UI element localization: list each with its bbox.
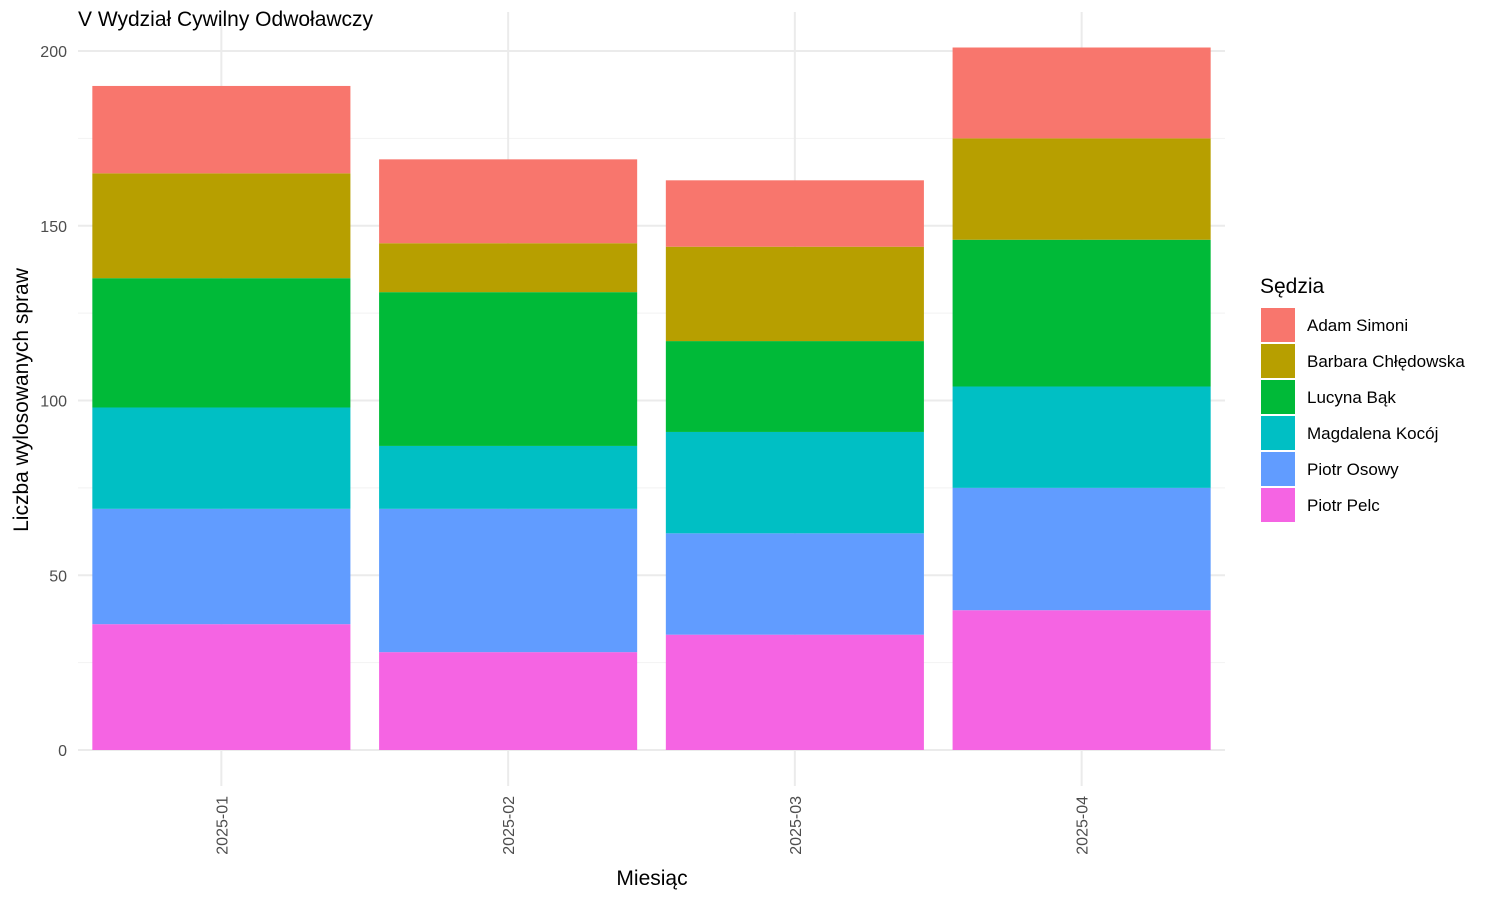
bars <box>92 47 1211 750</box>
legend-label: Piotr Pelc <box>1307 496 1380 515</box>
bar-segment <box>952 239 1211 387</box>
bar-segment <box>952 47 1211 139</box>
y-tick-label: 100 <box>40 394 67 411</box>
legend-swatch <box>1261 452 1295 486</box>
bar-segment <box>665 180 924 247</box>
bar-segment <box>379 445 638 509</box>
x-tick-label: 2025-03 <box>788 796 805 855</box>
legend-title: Sędzia <box>1260 275 1325 298</box>
legend-swatch <box>1261 308 1295 342</box>
bar-segment <box>92 508 351 625</box>
bar-segment <box>379 652 638 750</box>
bar-segment <box>379 159 638 244</box>
y-tick-labels: 0 50 100 150 200 <box>40 44 67 760</box>
y-tick-label: 50 <box>49 568 67 585</box>
bar-segment <box>92 173 351 279</box>
legend-swatch <box>1261 344 1295 378</box>
x-tick-label: 2025-01 <box>214 796 231 855</box>
x-tick-label: 2025-04 <box>1075 796 1092 855</box>
legend-label: Adam Simoni <box>1307 316 1408 335</box>
bar-segment <box>952 610 1211 750</box>
bar-segment <box>92 85 351 174</box>
legend-label: Piotr Osowy <box>1307 460 1399 479</box>
bar-segment <box>952 386 1211 488</box>
legend-swatch <box>1261 488 1295 522</box>
bar-segment <box>665 634 924 750</box>
y-axis-title: Liczba wylosowanych spraw <box>10 267 33 532</box>
legend-label: Lucyna Bąk <box>1307 388 1396 407</box>
legend-swatch <box>1261 416 1295 450</box>
y-tick-label: 0 <box>58 743 67 760</box>
legend-swatch <box>1261 380 1295 414</box>
bar-segment <box>665 246 924 342</box>
bar-segment <box>665 431 924 534</box>
y-tick-label: 150 <box>40 219 67 236</box>
bar-segment <box>379 292 638 446</box>
legend-label: Magdalena Kocój <box>1307 424 1438 443</box>
y-tick-label: 200 <box>40 44 67 61</box>
chart-title: V Wydział Cywilny Odwoławczy <box>78 8 374 31</box>
bar-segment <box>952 138 1211 240</box>
bar-segment <box>379 508 638 653</box>
x-axis-title: Miesiąc <box>616 867 687 890</box>
legend-items: Adam Simoni Barbara Chłędowska Lucyna Bąk M… <box>1261 308 1465 522</box>
bar-segment <box>379 243 638 293</box>
bar-segment <box>92 624 351 750</box>
legend-label: Barbara Chłędowska <box>1307 352 1465 371</box>
bar-segment <box>952 487 1211 611</box>
bar-segment <box>665 533 924 635</box>
bar-segment <box>665 341 924 432</box>
x-tick-labels: 2025-01 2025-02 2025-03 2025-04 <box>214 796 1091 855</box>
bar-segment <box>92 407 351 509</box>
bar-segment <box>92 278 351 408</box>
legend: Sędzia Adam Simoni Barbara Chłędowska Lucy… <box>1260 275 1465 522</box>
x-tick-label: 2025-02 <box>501 796 518 855</box>
